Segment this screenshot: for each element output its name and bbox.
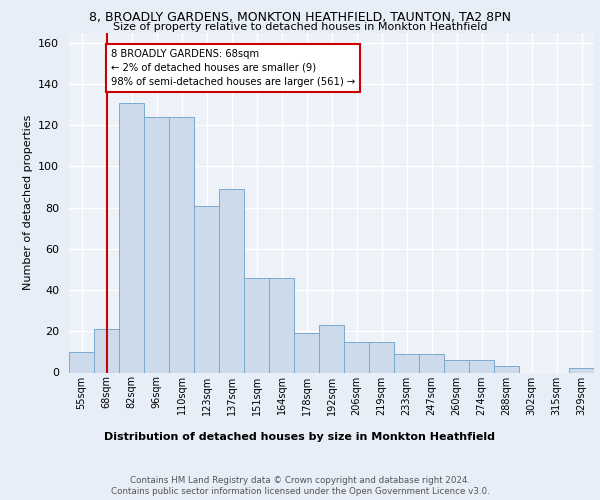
Bar — [94, 329, 119, 372]
Text: 8, BROADLY GARDENS, MONKTON HEATHFIELD, TAUNTON, TA2 8PN: 8, BROADLY GARDENS, MONKTON HEATHFIELD, … — [89, 11, 511, 24]
Bar — [444, 360, 469, 372]
Text: Distribution of detached houses by size in Monkton Heathfield: Distribution of detached houses by size … — [104, 432, 496, 442]
Bar — [319, 325, 344, 372]
Bar — [194, 206, 219, 372]
Bar — [244, 278, 269, 372]
Bar — [419, 354, 444, 372]
Bar — [469, 360, 494, 372]
Bar — [69, 352, 94, 372]
Y-axis label: Number of detached properties: Number of detached properties — [23, 115, 32, 290]
Bar — [344, 342, 369, 372]
Bar — [569, 368, 594, 372]
Bar — [294, 334, 319, 372]
Text: Contains HM Land Registry data © Crown copyright and database right 2024.: Contains HM Land Registry data © Crown c… — [130, 476, 470, 485]
Bar — [219, 189, 244, 372]
Text: Size of property relative to detached houses in Monkton Heathfield: Size of property relative to detached ho… — [113, 22, 487, 32]
Bar — [494, 366, 519, 372]
Bar — [269, 278, 294, 372]
Text: 8 BROADLY GARDENS: 68sqm
← 2% of detached houses are smaller (9)
98% of semi-det: 8 BROADLY GARDENS: 68sqm ← 2% of detache… — [111, 49, 355, 87]
Bar — [169, 117, 194, 372]
Bar — [394, 354, 419, 372]
Bar — [369, 342, 394, 372]
Bar — [119, 102, 144, 372]
Text: Contains public sector information licensed under the Open Government Licence v3: Contains public sector information licen… — [110, 488, 490, 496]
Bar — [144, 117, 169, 372]
